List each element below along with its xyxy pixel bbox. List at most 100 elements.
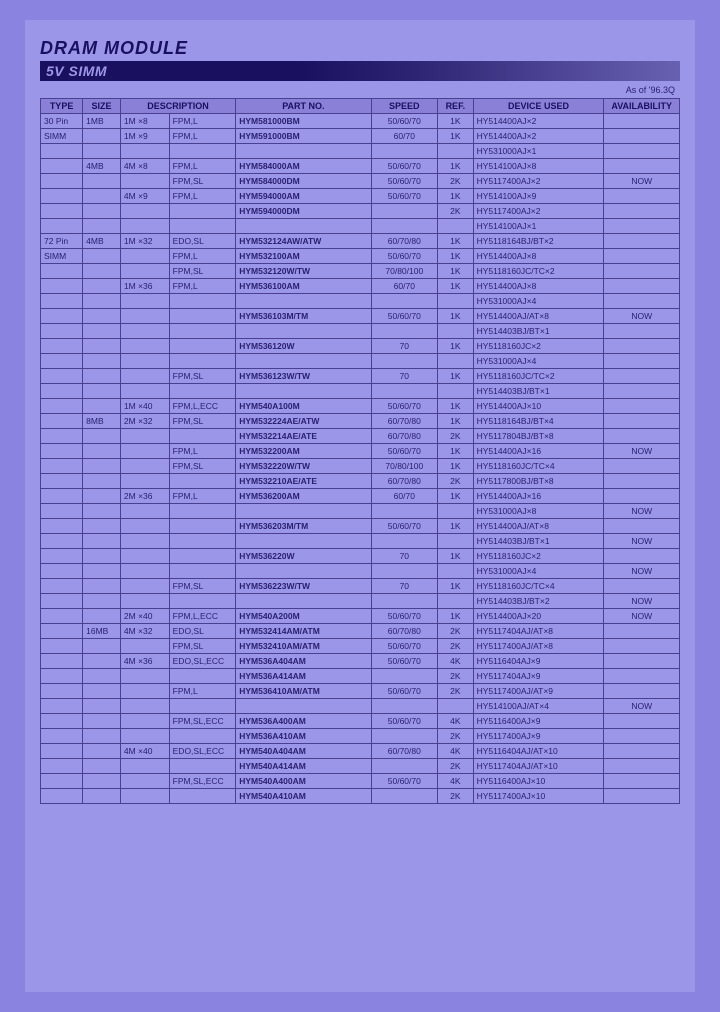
cell-dev: HY5116404AJ×9 bbox=[473, 654, 604, 669]
cell-d1 bbox=[120, 699, 169, 714]
cell-dev: HY514100AJ×9 bbox=[473, 189, 604, 204]
cell-part: HYM536203M/TM bbox=[236, 519, 371, 534]
cell-d2: FPM,L bbox=[169, 489, 236, 504]
cell-d1 bbox=[120, 309, 169, 324]
cell-type bbox=[41, 684, 83, 699]
cell-avail bbox=[604, 549, 680, 564]
cell-d2 bbox=[169, 519, 236, 534]
cell-speed: 60/70/80 bbox=[371, 744, 438, 759]
cell-speed bbox=[371, 534, 438, 549]
cell-d1 bbox=[120, 759, 169, 774]
cell-size bbox=[83, 654, 121, 669]
cell-type bbox=[41, 549, 83, 564]
cell-speed: 50/60/70 bbox=[371, 609, 438, 624]
table-row: FPM,LHYM536410AM/ATM50/60/702KHY5117400A… bbox=[41, 684, 680, 699]
cell-dev: HY531000AJ×4 bbox=[473, 354, 604, 369]
cell-size bbox=[83, 219, 121, 234]
cell-d2 bbox=[169, 294, 236, 309]
table-row: FPM,SLHYM536223W/TW701KHY5118160JC/TC×4 bbox=[41, 579, 680, 594]
cell-type bbox=[41, 414, 83, 429]
cell-ref: 1K bbox=[438, 549, 473, 564]
table-row: HY531000AJ×4 bbox=[41, 354, 680, 369]
header-row: TYPE SIZE DESCRIPTION PART NO. SPEED REF… bbox=[41, 99, 680, 114]
cell-part: HYM536103M/TM bbox=[236, 309, 371, 324]
cell-ref: 1K bbox=[438, 309, 473, 324]
cell-ref: 1K bbox=[438, 579, 473, 594]
cell-ref: 2K bbox=[438, 204, 473, 219]
cell-size bbox=[83, 309, 121, 324]
cell-d2 bbox=[169, 534, 236, 549]
table-row: FPM,SL,ECCHYM536A400AM50/60/704KHY511640… bbox=[41, 714, 680, 729]
cell-d2 bbox=[169, 429, 236, 444]
cell-ref: 1K bbox=[438, 519, 473, 534]
cell-ref: 1K bbox=[438, 609, 473, 624]
cell-speed bbox=[371, 669, 438, 684]
cell-d1 bbox=[120, 144, 169, 159]
table-row: 30 Pin1MB1M ×8FPM,LHYM581000BM50/60/701K… bbox=[41, 114, 680, 129]
cell-speed: 70/80/100 bbox=[371, 459, 438, 474]
cell-d2: FPM,L bbox=[169, 159, 236, 174]
cell-speed: 50/60/70 bbox=[371, 714, 438, 729]
cell-d1 bbox=[120, 714, 169, 729]
cell-type bbox=[41, 444, 83, 459]
cell-size bbox=[83, 249, 121, 264]
cell-speed: 60/70/80 bbox=[371, 474, 438, 489]
cell-type bbox=[41, 714, 83, 729]
cell-d1 bbox=[120, 294, 169, 309]
cell-d2 bbox=[169, 219, 236, 234]
cell-size bbox=[83, 774, 121, 789]
cell-avail bbox=[604, 429, 680, 444]
table-row: FPM,SLHYM532220W/TW70/80/1001KHY5118160J… bbox=[41, 459, 680, 474]
cell-speed: 50/60/70 bbox=[371, 684, 438, 699]
cell-speed: 60/70 bbox=[371, 129, 438, 144]
cell-part bbox=[236, 294, 371, 309]
table-row: HYM536103M/TM50/60/701KHY514400AJ/AT×8NO… bbox=[41, 309, 680, 324]
cell-d1: 1M ×40 bbox=[120, 399, 169, 414]
cell-size bbox=[83, 744, 121, 759]
cell-d2 bbox=[169, 354, 236, 369]
cell-speed bbox=[371, 144, 438, 159]
cell-d2: FPM,L bbox=[169, 129, 236, 144]
cell-size bbox=[83, 684, 121, 699]
cell-type: SIMM bbox=[41, 249, 83, 264]
cell-type: SIMM bbox=[41, 129, 83, 144]
cell-avail bbox=[604, 519, 680, 534]
cell-d2: FPM,L bbox=[169, 684, 236, 699]
cell-avail bbox=[604, 774, 680, 789]
cell-dev: HY514403BJ/BT×2 bbox=[473, 594, 604, 609]
cell-speed bbox=[371, 594, 438, 609]
cell-avail bbox=[604, 249, 680, 264]
cell-type bbox=[41, 504, 83, 519]
cell-dev: HY5117400AJ×9 bbox=[473, 729, 604, 744]
cell-avail bbox=[604, 624, 680, 639]
cell-part: HYM540A414AM bbox=[236, 759, 371, 774]
cell-type bbox=[41, 339, 83, 354]
cell-dev: HY5117800BJ/BT×8 bbox=[473, 474, 604, 489]
cell-d1: 4M ×32 bbox=[120, 624, 169, 639]
table-row: HYM536220W701KHY5118160JC×2 bbox=[41, 549, 680, 564]
cell-dev: HY5117400AJ/AT×8 bbox=[473, 639, 604, 654]
cell-size bbox=[83, 699, 121, 714]
cell-size bbox=[83, 444, 121, 459]
cell-ref: 1K bbox=[438, 414, 473, 429]
cell-d1 bbox=[120, 174, 169, 189]
cell-d2 bbox=[169, 144, 236, 159]
cell-dev: HY5117400AJ/AT×9 bbox=[473, 684, 604, 699]
cell-dev: HY514400AJ/AT×8 bbox=[473, 519, 604, 534]
cell-d1: 1M ×9 bbox=[120, 129, 169, 144]
cell-d2 bbox=[169, 669, 236, 684]
cell-type bbox=[41, 204, 83, 219]
table-row: HY514100AJ/AT×4NOW bbox=[41, 699, 680, 714]
cell-speed bbox=[371, 504, 438, 519]
cell-ref: 1K bbox=[438, 444, 473, 459]
cell-type: 72 Pin bbox=[41, 234, 83, 249]
cell-ref bbox=[438, 144, 473, 159]
cell-avail: NOW bbox=[604, 534, 680, 549]
cell-d1 bbox=[120, 384, 169, 399]
cell-type bbox=[41, 279, 83, 294]
cell-d1 bbox=[120, 444, 169, 459]
table-row: FPM,SL,ECCHYM540A400AM50/60/704KHY511640… bbox=[41, 774, 680, 789]
cell-d2 bbox=[169, 339, 236, 354]
cell-ref: 4K bbox=[438, 774, 473, 789]
cell-part: HYM540A400AM bbox=[236, 774, 371, 789]
